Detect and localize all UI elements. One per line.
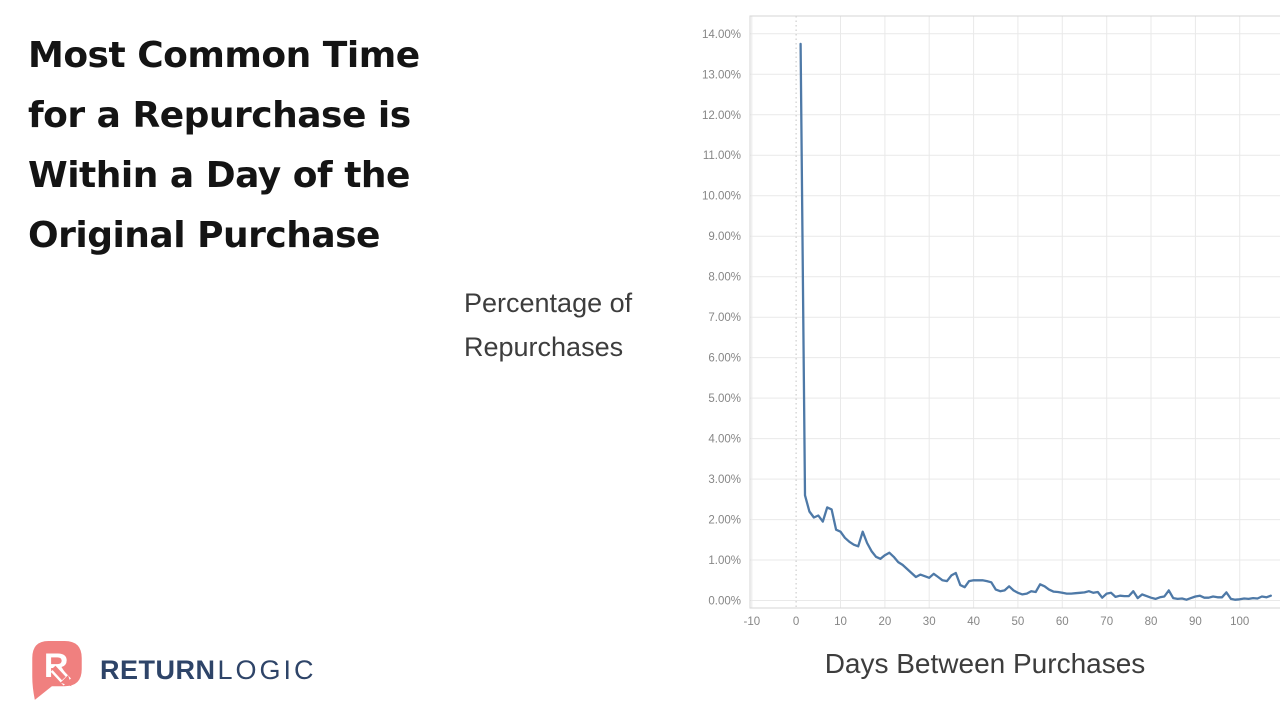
x-tick-label: 90	[1189, 616, 1202, 628]
x-tick-label: 0	[793, 616, 799, 628]
plot-border	[749, 15, 1280, 609]
y-tick-label: 11.00%	[703, 150, 741, 162]
x-tick-label: 100	[1230, 616, 1249, 628]
x-tick-label: 70	[1100, 616, 1113, 628]
y-axis-title-line-1: Percentage of	[464, 288, 633, 318]
y-tick-label: 0.00%	[708, 596, 741, 608]
wordmark-logic: LOGIC	[217, 654, 317, 685]
y-tick-label: 9.00%	[708, 231, 741, 243]
x-tick-label: 50	[1012, 616, 1025, 628]
x-axis-title: Days Between Purchases	[824, 648, 1146, 679]
slide-title: Most Common Time for a Repurchase is Wit…	[28, 26, 488, 266]
slide-title-line-1: Most Common Time	[28, 35, 420, 76]
y-tick-label: 6.00%	[708, 353, 741, 365]
x-tick-label: 40	[967, 616, 980, 628]
slide-title-line-4: Original Purchase	[28, 215, 380, 256]
returnlogic-r-bubble-arrow-icon: R	[32, 641, 82, 700]
y-tick-label: 8.00%	[708, 272, 741, 284]
y-tick-label: 3.00%	[708, 474, 741, 486]
returnlogic-wordmark: RETURN LOGIC	[100, 654, 317, 685]
y-axis-title-line-2: Repurchases	[464, 332, 624, 362]
y-tick-label: 4.00%	[708, 434, 741, 446]
y-tick-label: 2.00%	[708, 515, 741, 527]
slide-title-line-3: Within a Day of the	[28, 155, 410, 196]
x-tick-label: 30	[923, 616, 936, 628]
y-tick-label: 1.00%	[708, 555, 741, 567]
y-tick-label: 7.00%	[708, 312, 741, 324]
returnlogic-logo: R RETURN LOGIC	[28, 638, 317, 702]
y-axis-title: Percentage of Repurchases	[464, 281, 632, 369]
y-tick-label: 5.00%	[708, 393, 741, 405]
y-tick-label: 14.00%	[702, 29, 741, 41]
y-tick-label: 13.00%	[702, 69, 741, 81]
slide-title-line-2: for a Repurchase is	[28, 95, 411, 136]
repurchase-trend-line	[799, 42, 1272, 601]
x-tick-label: 20	[879, 616, 892, 628]
x-tick-label: -10	[743, 616, 760, 628]
wordmark-return: RETURN	[100, 654, 216, 685]
x-tick-label: 80	[1145, 616, 1158, 628]
x-tick-label: 10	[834, 616, 847, 628]
x-tick-label: 60	[1056, 616, 1069, 628]
y-tick-label: 10.00%	[702, 191, 741, 203]
y-tick-label: 12.00%	[702, 110, 741, 122]
